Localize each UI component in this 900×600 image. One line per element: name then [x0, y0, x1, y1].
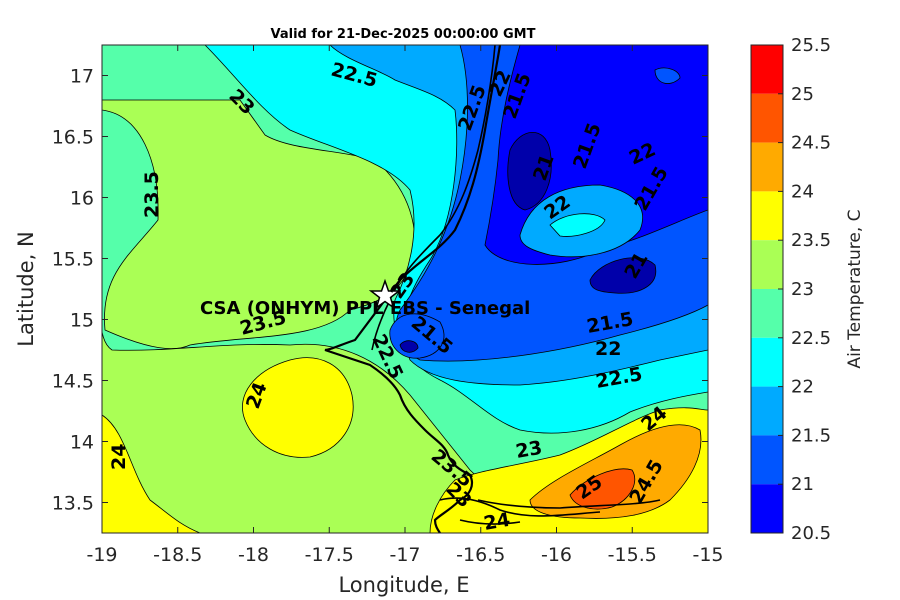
colorbar-segment: [751, 289, 783, 338]
y-tick-label: 15.5: [52, 249, 94, 271]
region-24-west: [102, 414, 201, 533]
x-tick-label: -18: [238, 544, 269, 566]
border-river: [371, 45, 661, 509]
colorbar-label: Air Temperature, C: [845, 209, 865, 368]
colorbar-segment: [751, 93, 783, 143]
colorbar-tick-label: 25: [791, 84, 814, 105]
y-tick-label: 16.5: [52, 127, 94, 149]
x-tick-label: -15.5: [608, 544, 657, 566]
star-icon: [368, 278, 402, 310]
colorbar-segment: [751, 386, 783, 436]
contour-label: 23.5: [141, 171, 163, 218]
contour-label: 22: [595, 338, 621, 360]
colorbar-tick-label: 21: [791, 474, 814, 495]
x-tick-label: -19: [86, 544, 117, 566]
colorbar-segment: [751, 337, 783, 387]
x-axis-label: Longitude, E: [338, 573, 469, 597]
region-22-5-island: [549, 213, 606, 237]
region-24-center: [242, 357, 354, 458]
y-tick-label: 15: [70, 310, 94, 332]
station-label: CSA (ONHYM) PPL EBS - Senegal: [200, 298, 530, 319]
contour-label: 23: [514, 437, 544, 463]
x-tick-label: -17: [389, 544, 420, 566]
colorbar-tick-label: 23: [791, 279, 814, 300]
y-axis-label: Latitude, N: [14, 231, 38, 347]
y-axis: 17 16.5 16 15.5 15 14.5 14 13.5: [52, 66, 708, 515]
colorbar-segment: [751, 191, 783, 241]
colorbar-tick-label: 25.5: [791, 35, 831, 56]
colorbar-segment: [751, 435, 783, 485]
region-25: [569, 468, 636, 510]
y-tick-label: 14: [70, 432, 94, 454]
colorbar-segment: [751, 142, 783, 192]
colorbar-segment: [751, 45, 783, 94]
y-tick-label: 14.5: [52, 371, 94, 393]
x-tick-label: -18.5: [153, 544, 202, 566]
region-20-5-north: [507, 132, 552, 211]
x-tick-label: -16.5: [456, 544, 505, 566]
colorbar-tick-label: 23.5: [791, 230, 831, 251]
contour-label: 24: [108, 444, 130, 470]
x-tick-label: -16: [541, 544, 572, 566]
colorbar-segment: [751, 484, 783, 533]
y-tick-label: 17: [70, 66, 94, 88]
colorbar-tick-label: 24: [791, 181, 814, 202]
coastline: [324, 45, 502, 533]
colorbar-tick-label: 24.5: [791, 133, 831, 154]
colorbar: 25.5 25 24.5 24 23.5 23 22.5 22 21.5 21 20.5: [750, 35, 831, 544]
colorbar-tick-label: 20.5: [791, 523, 831, 544]
x-tick-label: -15: [692, 544, 723, 566]
colorbar-tick-label: 21.5: [791, 425, 831, 446]
colorbar-tick-label: 22.5: [791, 328, 831, 349]
contour-label: 24: [482, 509, 512, 535]
border-gambia: [439, 497, 601, 525]
y-tick-label: 13.5: [52, 493, 94, 515]
map-plot-area: CSA (ONHYM) PPL EBS - Senegal 22.5 23 22…: [102, 45, 708, 535]
x-tick-label: -17.5: [305, 544, 354, 566]
region-21-coast: [399, 340, 419, 353]
x-axis: -19 -18.5 -18 -17.5 -17 -16.5 -16 -15.5 -15: [86, 45, 724, 566]
colorbar-tick-label: 22: [791, 377, 814, 398]
region-21-5-east: [654, 67, 681, 84]
region-20-5-east: [589, 257, 657, 294]
colorbar-segment: [751, 240, 783, 289]
plot-title: Valid for 21-Dec-2025 00:00:00 GMT: [271, 27, 536, 42]
y-tick-label: 16: [70, 188, 94, 210]
